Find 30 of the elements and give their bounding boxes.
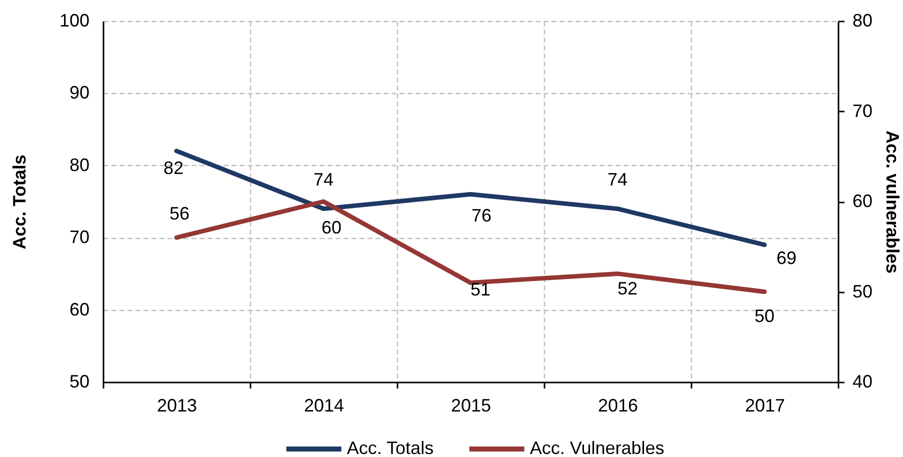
x-tick-label: 2013 bbox=[156, 396, 198, 416]
y-axis-title: Acc. Totals bbox=[9, 154, 30, 250]
legend-label: Acc. Vulnerables bbox=[530, 438, 664, 457]
y-tick-label: 100 bbox=[59, 10, 90, 30]
data-label: 76 bbox=[471, 205, 492, 226]
x-tick-label: 2017 bbox=[744, 396, 786, 416]
data-label: 50 bbox=[754, 306, 775, 326]
legend-label: Acc. Totals bbox=[346, 438, 434, 457]
y2-axis-title: Acc. vulnerables bbox=[882, 130, 903, 274]
y-tick-label: 50 bbox=[69, 372, 90, 392]
y-tick-label: 80 bbox=[69, 154, 90, 175]
y2-tick-label: 70 bbox=[852, 100, 873, 121]
data-label: 74 bbox=[607, 170, 628, 190]
y2-tick-label: 80 bbox=[852, 10, 873, 30]
y-tick-label: 60 bbox=[69, 299, 90, 320]
x-tick-label: 2016 bbox=[598, 396, 638, 416]
y-tick-label: 70 bbox=[69, 227, 90, 248]
x-tick-label: 2015 bbox=[450, 396, 492, 416]
data-label: 51 bbox=[470, 280, 491, 300]
y-tick-label: 90 bbox=[69, 82, 90, 103]
y2-tick-label: 60 bbox=[852, 191, 873, 211]
data-label: 60 bbox=[321, 218, 342, 238]
data-label: 74 bbox=[313, 170, 334, 190]
data-label: 69 bbox=[776, 248, 797, 268]
data-label: 52 bbox=[617, 278, 638, 299]
y2-tick-label: 50 bbox=[852, 281, 873, 302]
data-label: 82 bbox=[163, 158, 184, 178]
data-label: 56 bbox=[169, 204, 190, 224]
x-tick-label: 2014 bbox=[304, 396, 344, 416]
y2-tick-label: 40 bbox=[852, 372, 873, 392]
